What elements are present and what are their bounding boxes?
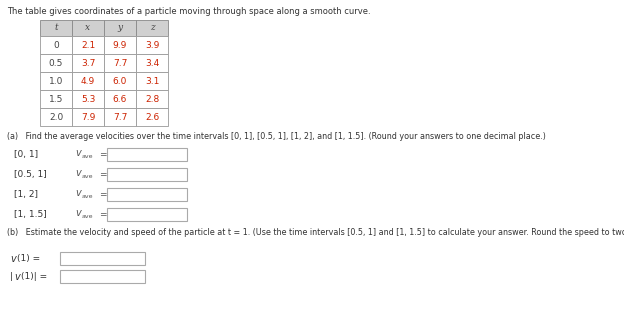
Bar xyxy=(136,90,168,108)
Text: x: x xyxy=(85,24,90,33)
Bar xyxy=(60,252,145,265)
Bar xyxy=(40,90,72,108)
Text: $v$: $v$ xyxy=(75,169,83,179)
Text: 7.7: 7.7 xyxy=(113,113,127,122)
Text: (1) =: (1) = xyxy=(17,254,40,263)
Text: [1, 1.5]: [1, 1.5] xyxy=(14,210,47,219)
Text: ave: ave xyxy=(82,195,94,200)
Bar xyxy=(107,188,187,201)
Bar xyxy=(72,54,104,72)
Bar xyxy=(72,20,104,36)
Bar xyxy=(104,54,136,72)
Text: =: = xyxy=(99,190,107,199)
Text: [0, 1]: [0, 1] xyxy=(14,150,38,159)
Bar xyxy=(104,72,136,90)
Text: [1, 2]: [1, 2] xyxy=(14,190,38,199)
Text: (b)   Estimate the velocity and speed of the particle at t = 1. (Use the time in: (b) Estimate the velocity and speed of t… xyxy=(7,228,624,237)
Text: $v$: $v$ xyxy=(75,148,83,158)
Text: 3.9: 3.9 xyxy=(145,41,159,49)
Text: 3.7: 3.7 xyxy=(81,58,95,67)
Text: =: = xyxy=(99,150,107,159)
Bar xyxy=(40,108,72,126)
Text: 1.0: 1.0 xyxy=(49,76,63,86)
Text: y: y xyxy=(117,24,122,33)
Bar xyxy=(136,108,168,126)
Text: $v$: $v$ xyxy=(10,254,18,264)
Text: 7.9: 7.9 xyxy=(81,113,95,122)
Bar xyxy=(107,208,187,221)
Text: 5.3: 5.3 xyxy=(81,95,95,104)
Text: 2.1: 2.1 xyxy=(81,41,95,49)
Bar xyxy=(136,72,168,90)
Text: ave: ave xyxy=(82,214,94,219)
Text: ave: ave xyxy=(82,175,94,180)
Text: 0: 0 xyxy=(53,41,59,49)
Text: 3.1: 3.1 xyxy=(145,76,159,86)
Text: 6.0: 6.0 xyxy=(113,76,127,86)
Bar xyxy=(136,36,168,54)
Text: 9.9: 9.9 xyxy=(113,41,127,49)
Bar xyxy=(40,54,72,72)
Bar xyxy=(104,36,136,54)
Text: =: = xyxy=(99,210,107,219)
Bar xyxy=(104,108,136,126)
Bar xyxy=(40,72,72,90)
Text: 2.8: 2.8 xyxy=(145,95,159,104)
Text: z: z xyxy=(150,24,154,33)
Bar xyxy=(40,20,72,36)
Bar xyxy=(136,54,168,72)
Bar xyxy=(104,90,136,108)
Text: (1)| =: (1)| = xyxy=(21,272,47,281)
Text: (a)   Find the average velocities over the time intervals [0, 1], [0.5, 1], [1, : (a) Find the average velocities over the… xyxy=(7,132,546,141)
Text: |: | xyxy=(10,272,13,281)
Bar xyxy=(136,20,168,36)
Bar xyxy=(104,20,136,36)
Bar xyxy=(107,148,187,161)
Bar xyxy=(72,90,104,108)
Text: 7.7: 7.7 xyxy=(113,58,127,67)
Text: [0.5, 1]: [0.5, 1] xyxy=(14,170,47,179)
Text: 2.0: 2.0 xyxy=(49,113,63,122)
Bar xyxy=(40,36,72,54)
Text: 6.6: 6.6 xyxy=(113,95,127,104)
Text: 3.4: 3.4 xyxy=(145,58,159,67)
Text: 1.5: 1.5 xyxy=(49,95,63,104)
Text: =: = xyxy=(99,170,107,179)
Bar xyxy=(72,36,104,54)
Text: 0.5: 0.5 xyxy=(49,58,63,67)
Bar xyxy=(72,72,104,90)
Text: The table gives coordinates of a particle moving through space along a smooth cu: The table gives coordinates of a particl… xyxy=(7,7,371,16)
Bar xyxy=(107,168,187,181)
Text: $v$: $v$ xyxy=(14,272,22,282)
Text: t: t xyxy=(54,24,58,33)
Text: 4.9: 4.9 xyxy=(81,76,95,86)
Text: 2.6: 2.6 xyxy=(145,113,159,122)
Text: $v$: $v$ xyxy=(75,208,83,218)
Bar xyxy=(72,108,104,126)
Bar xyxy=(60,270,145,283)
Text: ave: ave xyxy=(82,154,94,159)
Text: $v$: $v$ xyxy=(75,189,83,199)
